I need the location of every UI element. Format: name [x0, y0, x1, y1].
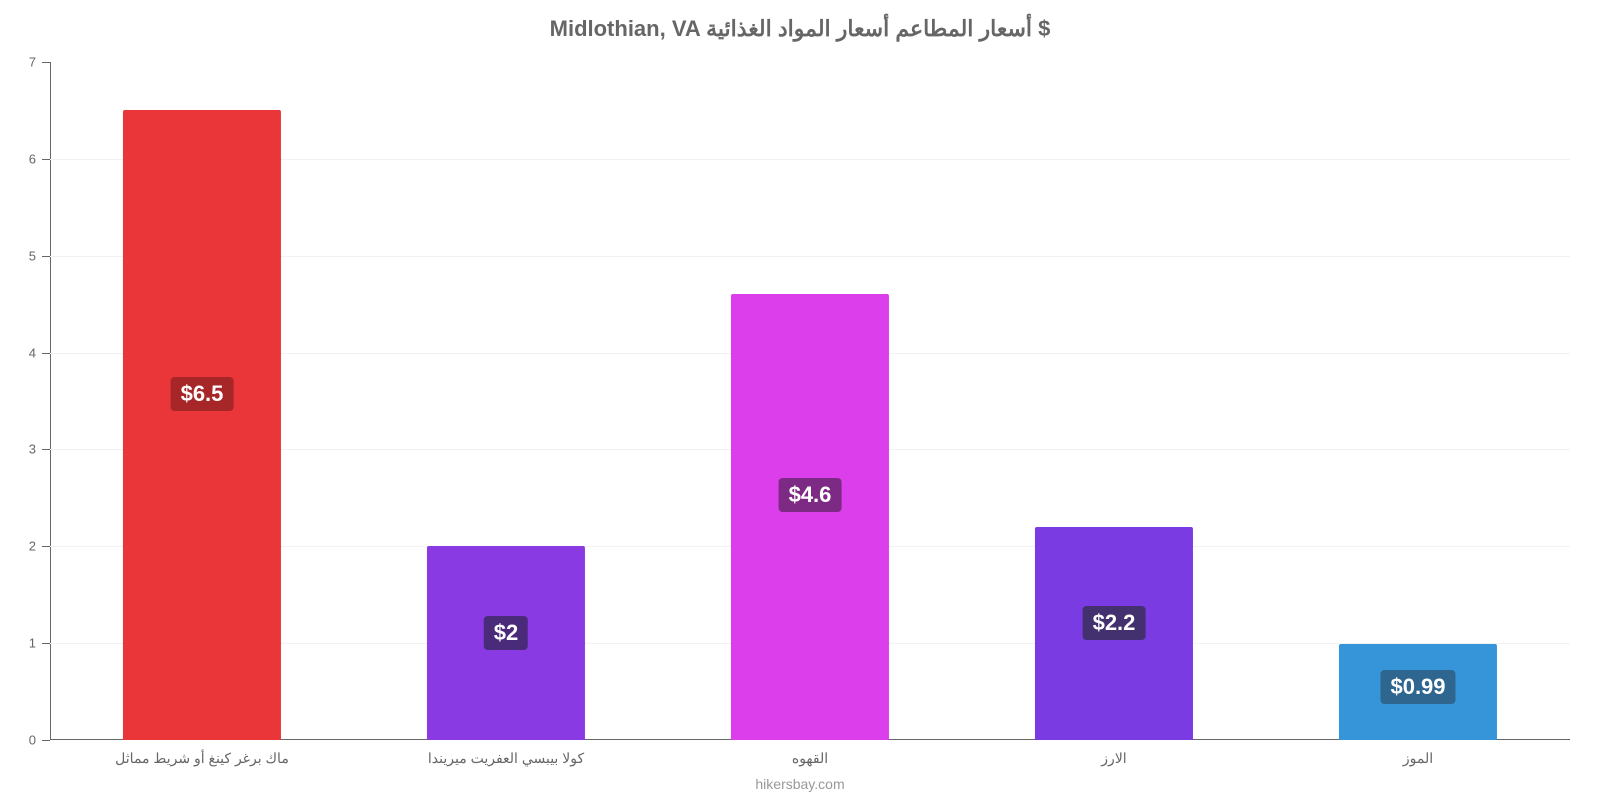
- x-tick-label: القهوه: [792, 740, 828, 767]
- bar-value-label: $4.6: [779, 478, 842, 512]
- price-bar-chart: Midlothian, VA أسعار المطاعم أسعار الموا…: [0, 0, 1600, 800]
- y-axis-line: [50, 62, 51, 740]
- x-tick-label: كولا بيبسي العفريت ميريندا: [428, 740, 584, 767]
- y-tick-label: 0: [29, 733, 50, 748]
- bar-value-label: $6.5: [171, 377, 234, 411]
- credit-text: hikersbay.com: [755, 776, 844, 792]
- x-tick-label: ماك برغر كينغ أو شريط مماثل: [115, 740, 289, 767]
- plot-area: 01234567$6.5ماك برغر كينغ أو شريط مماثل$…: [50, 62, 1570, 740]
- chart-title: Midlothian, VA أسعار المطاعم أسعار الموا…: [0, 16, 1600, 42]
- bar-value-label: $2: [484, 616, 528, 650]
- y-tick-label: 3: [29, 442, 50, 457]
- y-tick-label: 5: [29, 248, 50, 263]
- bar-value-label: $0.99: [1380, 670, 1455, 704]
- x-tick-label: الارز: [1101, 740, 1126, 767]
- y-tick-label: 6: [29, 151, 50, 166]
- y-tick-label: 7: [29, 55, 50, 70]
- bar-value-label: $2.2: [1083, 606, 1146, 640]
- bar: [123, 110, 281, 740]
- y-tick-label: 2: [29, 539, 50, 554]
- y-tick-label: 4: [29, 345, 50, 360]
- y-tick-label: 1: [29, 636, 50, 651]
- x-tick-label: الموز: [1403, 740, 1433, 767]
- bar: [731, 294, 889, 740]
